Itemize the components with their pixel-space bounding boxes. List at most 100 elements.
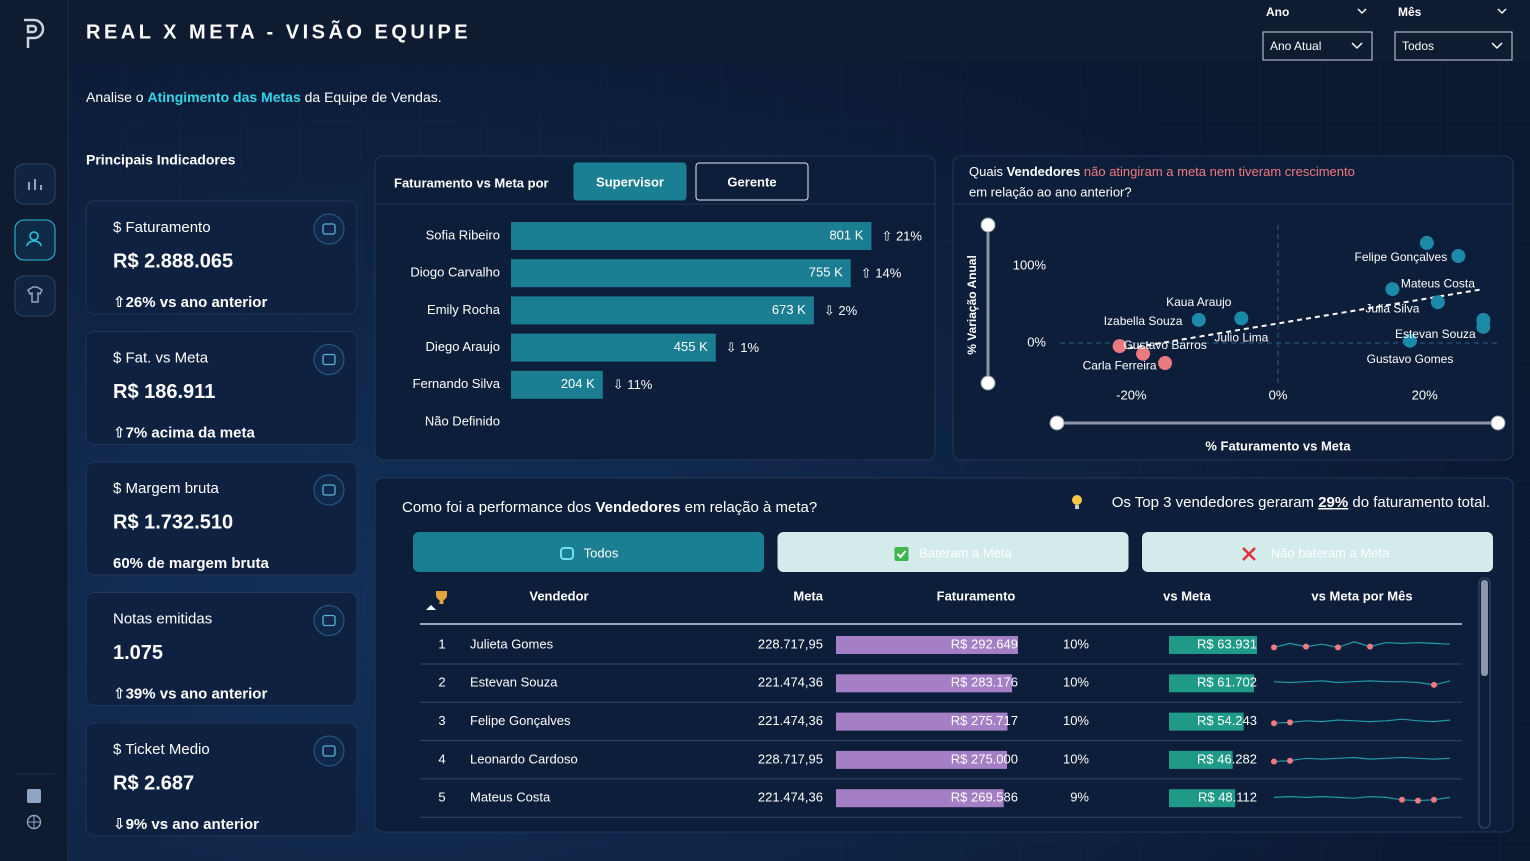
bar (511, 222, 872, 250)
x-tick-label: -20% (1116, 387, 1147, 402)
scatter-point[interactable] (1476, 319, 1491, 334)
vs-meta-label: R$ 61.702 (1197, 675, 1257, 690)
kpi-icon (313, 474, 345, 506)
vs-meta-label: R$ 48.112 (1198, 790, 1257, 805)
bar-value-label: 204 K (561, 376, 595, 391)
trend-line (1119, 288, 1484, 351)
rank: 1 (438, 636, 445, 651)
intro-text-part: Analise o (86, 89, 147, 105)
scatter-point[interactable] (1451, 248, 1466, 263)
growth-label: ⇩ 11% (613, 377, 653, 392)
scatter-point[interactable] (1234, 311, 1249, 326)
slider-handle[interactable] (1049, 415, 1065, 431)
kpi-label: Notas emitidas (113, 610, 212, 627)
faturamento-label: R$ 275.000 (951, 751, 1018, 766)
filter-tab[interactable] (413, 532, 764, 572)
filter-dropdown[interactable] (1394, 31, 1513, 61)
filter-value: Ano Atual (1270, 39, 1321, 53)
bar-value-label: 455 K (674, 339, 708, 354)
slider-handle[interactable] (980, 217, 996, 233)
vs-meta-bar (1169, 712, 1244, 731)
faturamento-bar (836, 789, 1004, 808)
kpi-value: R$ 2.888.065 (113, 250, 233, 272)
filter-chevron (1351, 42, 1363, 50)
sparkline-low-point (1431, 681, 1437, 688)
point-label: Mateus Costa (1401, 276, 1475, 290)
kpi-icon-glyph (322, 223, 336, 235)
slider-handle[interactable] (1490, 415, 1506, 431)
category-label: Diego Araujo (426, 339, 500, 354)
linkedin-icon[interactable] (27, 789, 41, 803)
kpi-label: $ Faturamento (113, 219, 211, 236)
filter-tab[interactable] (777, 532, 1129, 572)
faturamento-bar (836, 712, 1008, 731)
scrollbar-thumb[interactable] (1481, 580, 1488, 676)
kpi-card (85, 461, 358, 576)
sparkline (1273, 680, 1451, 686)
toggle-button[interactable] (573, 162, 687, 201)
nav-icon (28, 179, 42, 190)
scatter-point[interactable] (1112, 339, 1127, 354)
intro-text-part: Atingimento das Metas (147, 89, 300, 105)
growth-label: ⇧ 14% (861, 266, 902, 281)
category-label: Diogo Carvalho (410, 265, 500, 280)
sparkline-low-point (1271, 758, 1277, 765)
scatter-point[interactable] (1385, 282, 1400, 297)
page-title: REAL X META - VISÃO EQUIPE (86, 20, 471, 43)
kpi-value: R$ 2.687 (113, 772, 194, 794)
pct-value: 10% (1063, 751, 1089, 766)
vs-meta-bar (1169, 750, 1233, 769)
kpi-note: ⇧7% acima da meta (113, 424, 255, 441)
column-header: vs Meta (1163, 588, 1211, 603)
chart-title-line2: em relação ao ano anterior? (969, 184, 1132, 199)
logo (24, 18, 45, 48)
point-label: Julia Silva (1365, 301, 1419, 315)
slider-handle[interactable] (980, 375, 996, 391)
vs-meta-label: R$ 46.282 (1197, 751, 1257, 766)
bar-value-label: 801 K (829, 227, 863, 242)
seller-name: Mateus Costa (470, 790, 551, 805)
scatter-point[interactable] (1430, 295, 1445, 310)
pct-value: 10% (1063, 636, 1089, 651)
kpi-label: $ Fat. vs Meta (113, 349, 209, 366)
toggle-button[interactable] (695, 162, 809, 201)
point-label: Izabella Souza (1104, 314, 1183, 328)
kpi-icon-glyph (322, 353, 336, 366)
vs-meta-bar (1169, 674, 1254, 693)
category-label: Emily Rocha (427, 302, 501, 317)
scatter-point[interactable] (1158, 356, 1173, 371)
bar (511, 333, 716, 362)
scatter-point[interactable] (1191, 312, 1206, 327)
nav-button[interactable] (14, 275, 56, 317)
sparkline-low-point (1335, 644, 1341, 651)
growth-label: ⇩ 1% (726, 340, 760, 355)
filter-value: Todos (1402, 39, 1434, 53)
chart-title-part: não atingiram a meta nem tiveram crescim… (1080, 164, 1355, 179)
toggle-button-label: Supervisor (596, 174, 664, 189)
kpi-note: ⇩9% vs ano anterior (113, 816, 259, 833)
scatter-point[interactable] (1419, 235, 1434, 250)
kpi-label: $ Margem bruta (113, 480, 220, 497)
filter-tab-label: Todos (584, 545, 619, 560)
toggle-button-label: Gerente (727, 174, 776, 189)
filter-dropdown[interactable] (1262, 31, 1373, 61)
scatter-point[interactable] (1136, 346, 1151, 361)
meta-value: 221.474,36 (758, 675, 823, 690)
insight-text: Os Top 3 vendedores geraram 29% do fatur… (1112, 494, 1490, 511)
faturamento-bar (836, 674, 1013, 693)
table-title-part: Como foi a performance dos (402, 499, 595, 516)
intro-text-part: da Equipe de Vendas. (301, 89, 442, 105)
point-label: Carla Ferreira (1083, 358, 1157, 372)
filter-label: Ano (1266, 5, 1289, 19)
seller-name: Julieta Gomes (470, 636, 554, 651)
filter-label: Mês (1398, 5, 1422, 19)
filter-chevron (1497, 8, 1507, 14)
scatter-point[interactable] (1403, 333, 1417, 348)
meta-value: 228.717,95 (758, 636, 823, 651)
y-tick-label: 100% (1013, 257, 1047, 272)
vs-meta-label: R$ 63.931 (1197, 636, 1257, 651)
filter-tab[interactable] (1142, 532, 1493, 572)
column-header: Faturamento (937, 588, 1016, 603)
faturamento-bar (836, 636, 1018, 654)
bar (511, 259, 851, 288)
